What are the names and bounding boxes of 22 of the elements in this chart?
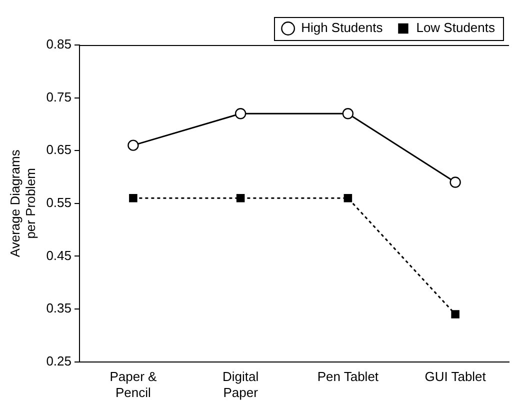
y-tick-label: 0.45 — [46, 248, 72, 263]
point — [129, 194, 138, 202]
y-tick-label: 0.75 — [46, 89, 72, 104]
point — [342, 108, 354, 120]
x-tick-label: Pen Tablet — [317, 369, 379, 384]
y-tick-label: 0.85 — [46, 36, 72, 52]
point — [236, 194, 245, 202]
x-tick-label: GUI Tablet — [424, 369, 486, 384]
y-tick-label: 0.65 — [46, 142, 72, 158]
point — [128, 140, 139, 151]
point — [234, 108, 246, 120]
y-tick-label: 0.25 — [46, 353, 72, 368]
y-axis-title: Average Diagrams per Problem — [7, 149, 38, 258]
x-tick-label: Digital Paper — [222, 369, 259, 400]
legend-label: High Students — [301, 20, 384, 36]
x-tick-label: Paper & Pencil — [110, 369, 157, 400]
point — [344, 194, 352, 202]
point — [450, 176, 461, 188]
y-tick-label: 0.55 — [46, 194, 72, 210]
y-tick-label: 0.35 — [46, 300, 72, 316]
point — [451, 310, 460, 318]
legend-label: Low Students — [416, 20, 496, 36]
